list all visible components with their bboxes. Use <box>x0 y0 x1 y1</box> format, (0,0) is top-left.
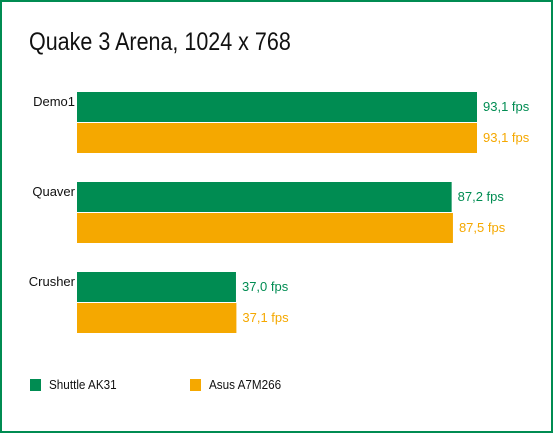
value-label-demo1-series-1: 93,1 fps <box>483 99 530 114</box>
bar-crusher-series-2 <box>77 303 237 333</box>
category-label-crusher: Crusher <box>29 274 76 289</box>
bar-quaver-series-2 <box>77 213 453 243</box>
value-label-crusher-series-1: 37,0 fps <box>242 279 289 294</box>
legend-label-series-2: Asus A7M266 <box>209 377 282 392</box>
value-label-demo1-series-2: 93,1 fps <box>483 130 530 145</box>
legend-swatch-series-1 <box>30 378 41 391</box>
legend-label-series-1: Shuttle AK31 <box>49 377 117 392</box>
chart-title: Quake 3 Arena, 1024 x 768 <box>29 28 291 56</box>
legend-item-series-2: Asus A7M266 <box>190 377 289 392</box>
value-label-crusher-series-2: 37,1 fps <box>242 310 289 325</box>
bar-demo1-series-2 <box>77 123 477 153</box>
value-label-quaver-series-1: 87,2 fps <box>458 189 505 204</box>
value-label-quaver-series-2: 87,5 fps <box>459 220 506 235</box>
legend-swatch-series-2 <box>190 378 201 391</box>
bar-demo1-series-1 <box>77 92 477 122</box>
legend-item-series-1: Shuttle AK31 <box>30 377 124 392</box>
category-label-quaver: Quaver <box>32 184 75 199</box>
category-label-demo1: Demo1 <box>33 94 75 109</box>
bar-quaver-series-1 <box>77 182 452 212</box>
bar-crusher-series-1 <box>77 272 236 302</box>
